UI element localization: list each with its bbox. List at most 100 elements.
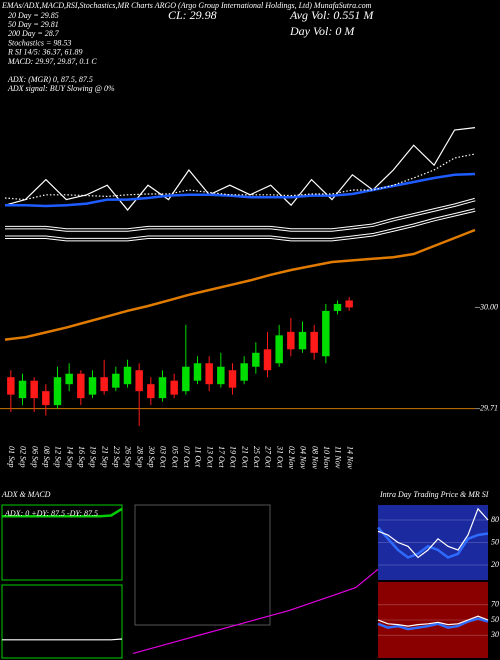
- candle-body: [333, 303, 342, 311]
- candle-body: [158, 377, 167, 399]
- x-tick-label: 05 Oct: [170, 446, 179, 468]
- candle-body: [123, 366, 132, 385]
- x-tick-label: 11 Nov: [334, 446, 343, 469]
- series-line: [2, 507, 123, 518]
- big-stat: Day Vol: 0 M: [289, 24, 355, 38]
- band-line-inner: [5, 209, 476, 241]
- x-tick-label: 30 Sep: [147, 445, 156, 468]
- x-tick-label: 16 Sep: [77, 446, 86, 468]
- x-tick-label: 07 Oct: [182, 446, 191, 468]
- candle-body: [7, 377, 15, 395]
- intraday-box: [134, 504, 271, 626]
- x-tick-label: 11 Oct: [194, 446, 203, 468]
- candle-body: [322, 310, 330, 357]
- x-tick-label: 10 Nov: [322, 446, 331, 469]
- series-line: [5, 172, 476, 208]
- x-tick-label: 06 Sep: [30, 446, 39, 468]
- candle-body: [135, 370, 143, 392]
- candle-body: [298, 331, 307, 350]
- candle-body: [65, 373, 73, 385]
- candle-body: [112, 373, 120, 388]
- x-tick-label: 19 Oct: [229, 446, 238, 468]
- stat-text: ADX signal: BUY Slowing @ 0%: [7, 84, 115, 93]
- series-line: [2, 638, 123, 641]
- x-tick-label: 08 Nov: [310, 446, 319, 469]
- big-stat: Avg Vol: 0.551 M: [289, 8, 374, 22]
- y-tick-label: 29.71: [480, 403, 498, 412]
- candle-body: [345, 300, 353, 308]
- series-line: [132, 568, 379, 654]
- candle-body: [42, 391, 50, 406]
- x-tick-label: 21 Sep: [100, 446, 109, 468]
- y-tick-label: 80: [491, 515, 499, 524]
- x-tick-label: 02 Nov: [287, 446, 296, 469]
- panel-bg: [1, 584, 123, 659]
- candle-body: [18, 380, 27, 399]
- x-tick-label: 27 Oct: [264, 446, 273, 468]
- candle-body: [88, 377, 97, 395]
- stat-text: MACD: 29.97, 29.87, 0.1 C: [7, 57, 97, 66]
- series-line: [377, 617, 489, 631]
- candle-body: [228, 370, 237, 388]
- series-line: [4, 127, 476, 211]
- series-line: [377, 615, 489, 627]
- series-line: [4, 153, 476, 201]
- x-tick-label: 31 Oct: [275, 445, 284, 468]
- candle-body: [100, 377, 108, 392]
- candle-body: [53, 377, 62, 406]
- candle-body: [310, 331, 318, 353]
- x-tick-label: 01 Sep: [7, 446, 16, 468]
- y-tick-label: 30: [490, 630, 499, 639]
- candle-body: [147, 384, 155, 399]
- candle-body: [263, 349, 272, 371]
- candle-body: [287, 331, 295, 350]
- stat-text: 20 Day = 29.85: [8, 11, 59, 20]
- big-stat: CL: 29.98: [168, 8, 217, 22]
- x-tick-label: 13 Oct: [205, 446, 214, 468]
- x-tick-label: 02 Sep: [19, 446, 28, 468]
- x-tick-label: 17 Oct: [217, 446, 226, 468]
- panel-title: ADX & MACD: [1, 490, 51, 499]
- x-tick-label: 25 Oct: [252, 446, 261, 468]
- adx-label: ADX: 0 +DY: 87.5 -DY: 87.5: [4, 509, 98, 518]
- x-tick-label: 26 Sep: [124, 446, 133, 468]
- x-tick-label: 12 Sep: [54, 446, 63, 468]
- y-tick-label: 30.00: [479, 302, 498, 311]
- y-tick-label: 50: [491, 615, 499, 624]
- candle-body: [275, 335, 283, 364]
- x-tick-label: 19 Sep: [89, 446, 98, 468]
- candle-body: [240, 363, 248, 381]
- y-tick-label: 50: [491, 537, 499, 546]
- band-line-inner: [5, 198, 476, 231]
- x-tick-label: 03 Oct: [159, 446, 168, 468]
- chart-title: EMAs/ADX,MACD,RSI,Stochastics,MR Charts …: [1, 1, 372, 10]
- candle-body: [170, 380, 178, 395]
- panel-title: Intra Day Trading Price & MR SI: [379, 490, 489, 499]
- candle-body: [30, 380, 38, 399]
- candle-body: [77, 373, 85, 399]
- candle-body: [252, 352, 260, 367]
- x-tick-label: 23 Sep: [112, 446, 121, 468]
- stat-text: Stochastics = 98.53: [8, 38, 71, 47]
- y-tick-label: 70: [491, 600, 499, 609]
- x-tick-label: 14 Sep: [65, 446, 74, 468]
- stat-text: R SI 14/5: 36.37, 61.89: [7, 48, 82, 57]
- y-tick-label: 20: [491, 560, 499, 569]
- x-tick-label: 28 Sep: [135, 446, 144, 468]
- band-line: [5, 208, 476, 242]
- candle-body: [217, 366, 225, 385]
- candle-body: [205, 363, 213, 385]
- stat-text: 200 Day = 28.7: [8, 29, 60, 38]
- x-tick-label: 08 Sep: [42, 446, 51, 468]
- x-tick-label: 14 Nov: [345, 446, 354, 469]
- panel-bg: [378, 505, 488, 580]
- stat-text: ADX: (MGR) 0, 87.5, 87.5: [7, 75, 93, 84]
- series-line: [377, 507, 489, 559]
- stat-text: 50 Day = 29.81: [8, 20, 59, 29]
- x-tick-label: 04 Nov: [299, 446, 308, 469]
- series-line: [4, 228, 476, 341]
- candle-body: [182, 366, 190, 392]
- series-line: [377, 526, 489, 559]
- candle-body: [193, 363, 202, 381]
